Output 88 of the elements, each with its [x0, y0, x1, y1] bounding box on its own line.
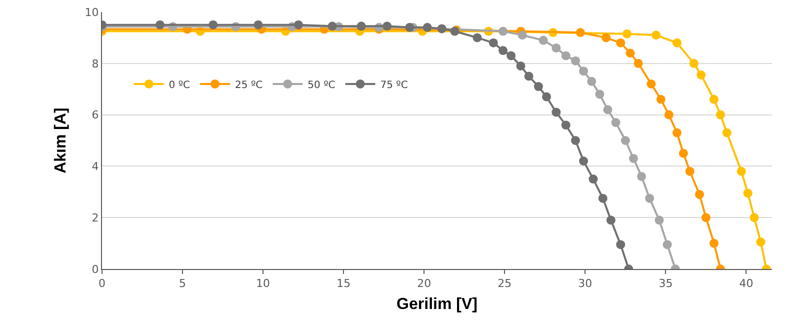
x-tick-label: 35: [658, 277, 673, 290]
point: [750, 213, 759, 222]
point: [561, 120, 570, 130]
point: [654, 216, 664, 225]
point: [524, 72, 534, 81]
point: [626, 48, 635, 58]
point: [588, 174, 598, 184]
point: [695, 190, 704, 199]
point: [672, 128, 682, 138]
y-tick-label: 10: [84, 6, 99, 19]
point: [254, 20, 263, 30]
point: [587, 76, 596, 86]
point: [472, 33, 482, 42]
point: [538, 36, 548, 45]
point: [696, 70, 706, 80]
point: [356, 22, 366, 31]
point: [656, 94, 666, 104]
point: [722, 128, 732, 138]
point: [498, 46, 508, 56]
y-tick-label: 4: [92, 160, 99, 174]
x-axis-title: Gerilim [V]: [396, 296, 478, 313]
point: [602, 33, 611, 42]
x-tick-label: 20: [417, 277, 432, 290]
point: [628, 154, 638, 163]
point: [542, 92, 552, 102]
point: [498, 26, 508, 36]
point: [294, 20, 303, 30]
point: [710, 238, 719, 248]
point: [155, 20, 164, 30]
point: [552, 43, 561, 52]
point: [664, 110, 674, 120]
point: [571, 56, 580, 66]
x-tick-label: 10: [256, 277, 270, 290]
point: [488, 38, 498, 48]
point: [405, 22, 414, 32]
point: [756, 238, 766, 247]
point: [716, 110, 725, 120]
point: [518, 30, 527, 40]
point: [561, 51, 570, 60]
point: [710, 94, 719, 104]
point: [571, 136, 580, 145]
point: [620, 136, 630, 145]
y-tick-label: 8: [92, 57, 99, 70]
point: [689, 58, 698, 68]
point: [701, 213, 710, 222]
point: [595, 90, 604, 99]
x-tick-label: 5: [179, 277, 186, 290]
legend-label: 25 ºC: [235, 80, 263, 91]
point: [576, 28, 585, 38]
y-tick-label: 0: [92, 262, 99, 276]
x-tick-label: 25: [498, 277, 512, 290]
point: [616, 240, 626, 250]
legend-label: 50 ºC: [308, 80, 336, 91]
point: [208, 20, 218, 30]
y-tick-label: 2: [92, 211, 99, 224]
point: [736, 166, 746, 176]
point: [622, 29, 632, 38]
point: [603, 105, 612, 114]
point: [516, 61, 526, 70]
point: [606, 216, 616, 225]
legend-label: 75 ºC: [380, 80, 408, 91]
point: [552, 108, 561, 117]
x-tick-label: 40: [739, 277, 754, 290]
point: [616, 38, 626, 48]
x-tick-label: 30: [578, 277, 592, 290]
point: [598, 194, 608, 203]
point: [611, 118, 620, 128]
point: [534, 82, 543, 92]
point: [645, 194, 654, 203]
point: [422, 22, 432, 32]
point: [579, 66, 588, 76]
point: [743, 188, 752, 198]
point: [678, 148, 688, 158]
point: [652, 30, 661, 40]
point: [579, 156, 588, 166]
point: [672, 38, 682, 48]
point: [637, 172, 646, 181]
legend-label: 0 ºC: [168, 80, 190, 91]
y-axis-title: Akım [A]: [52, 108, 70, 174]
point: [685, 166, 694, 176]
x-tick-label: 15: [336, 277, 351, 290]
point: [382, 22, 392, 31]
point: [634, 58, 643, 68]
point: [646, 79, 656, 88]
y-tick-label: 6: [92, 108, 99, 122]
point: [328, 22, 337, 31]
point: [662, 240, 672, 250]
point: [506, 51, 516, 60]
